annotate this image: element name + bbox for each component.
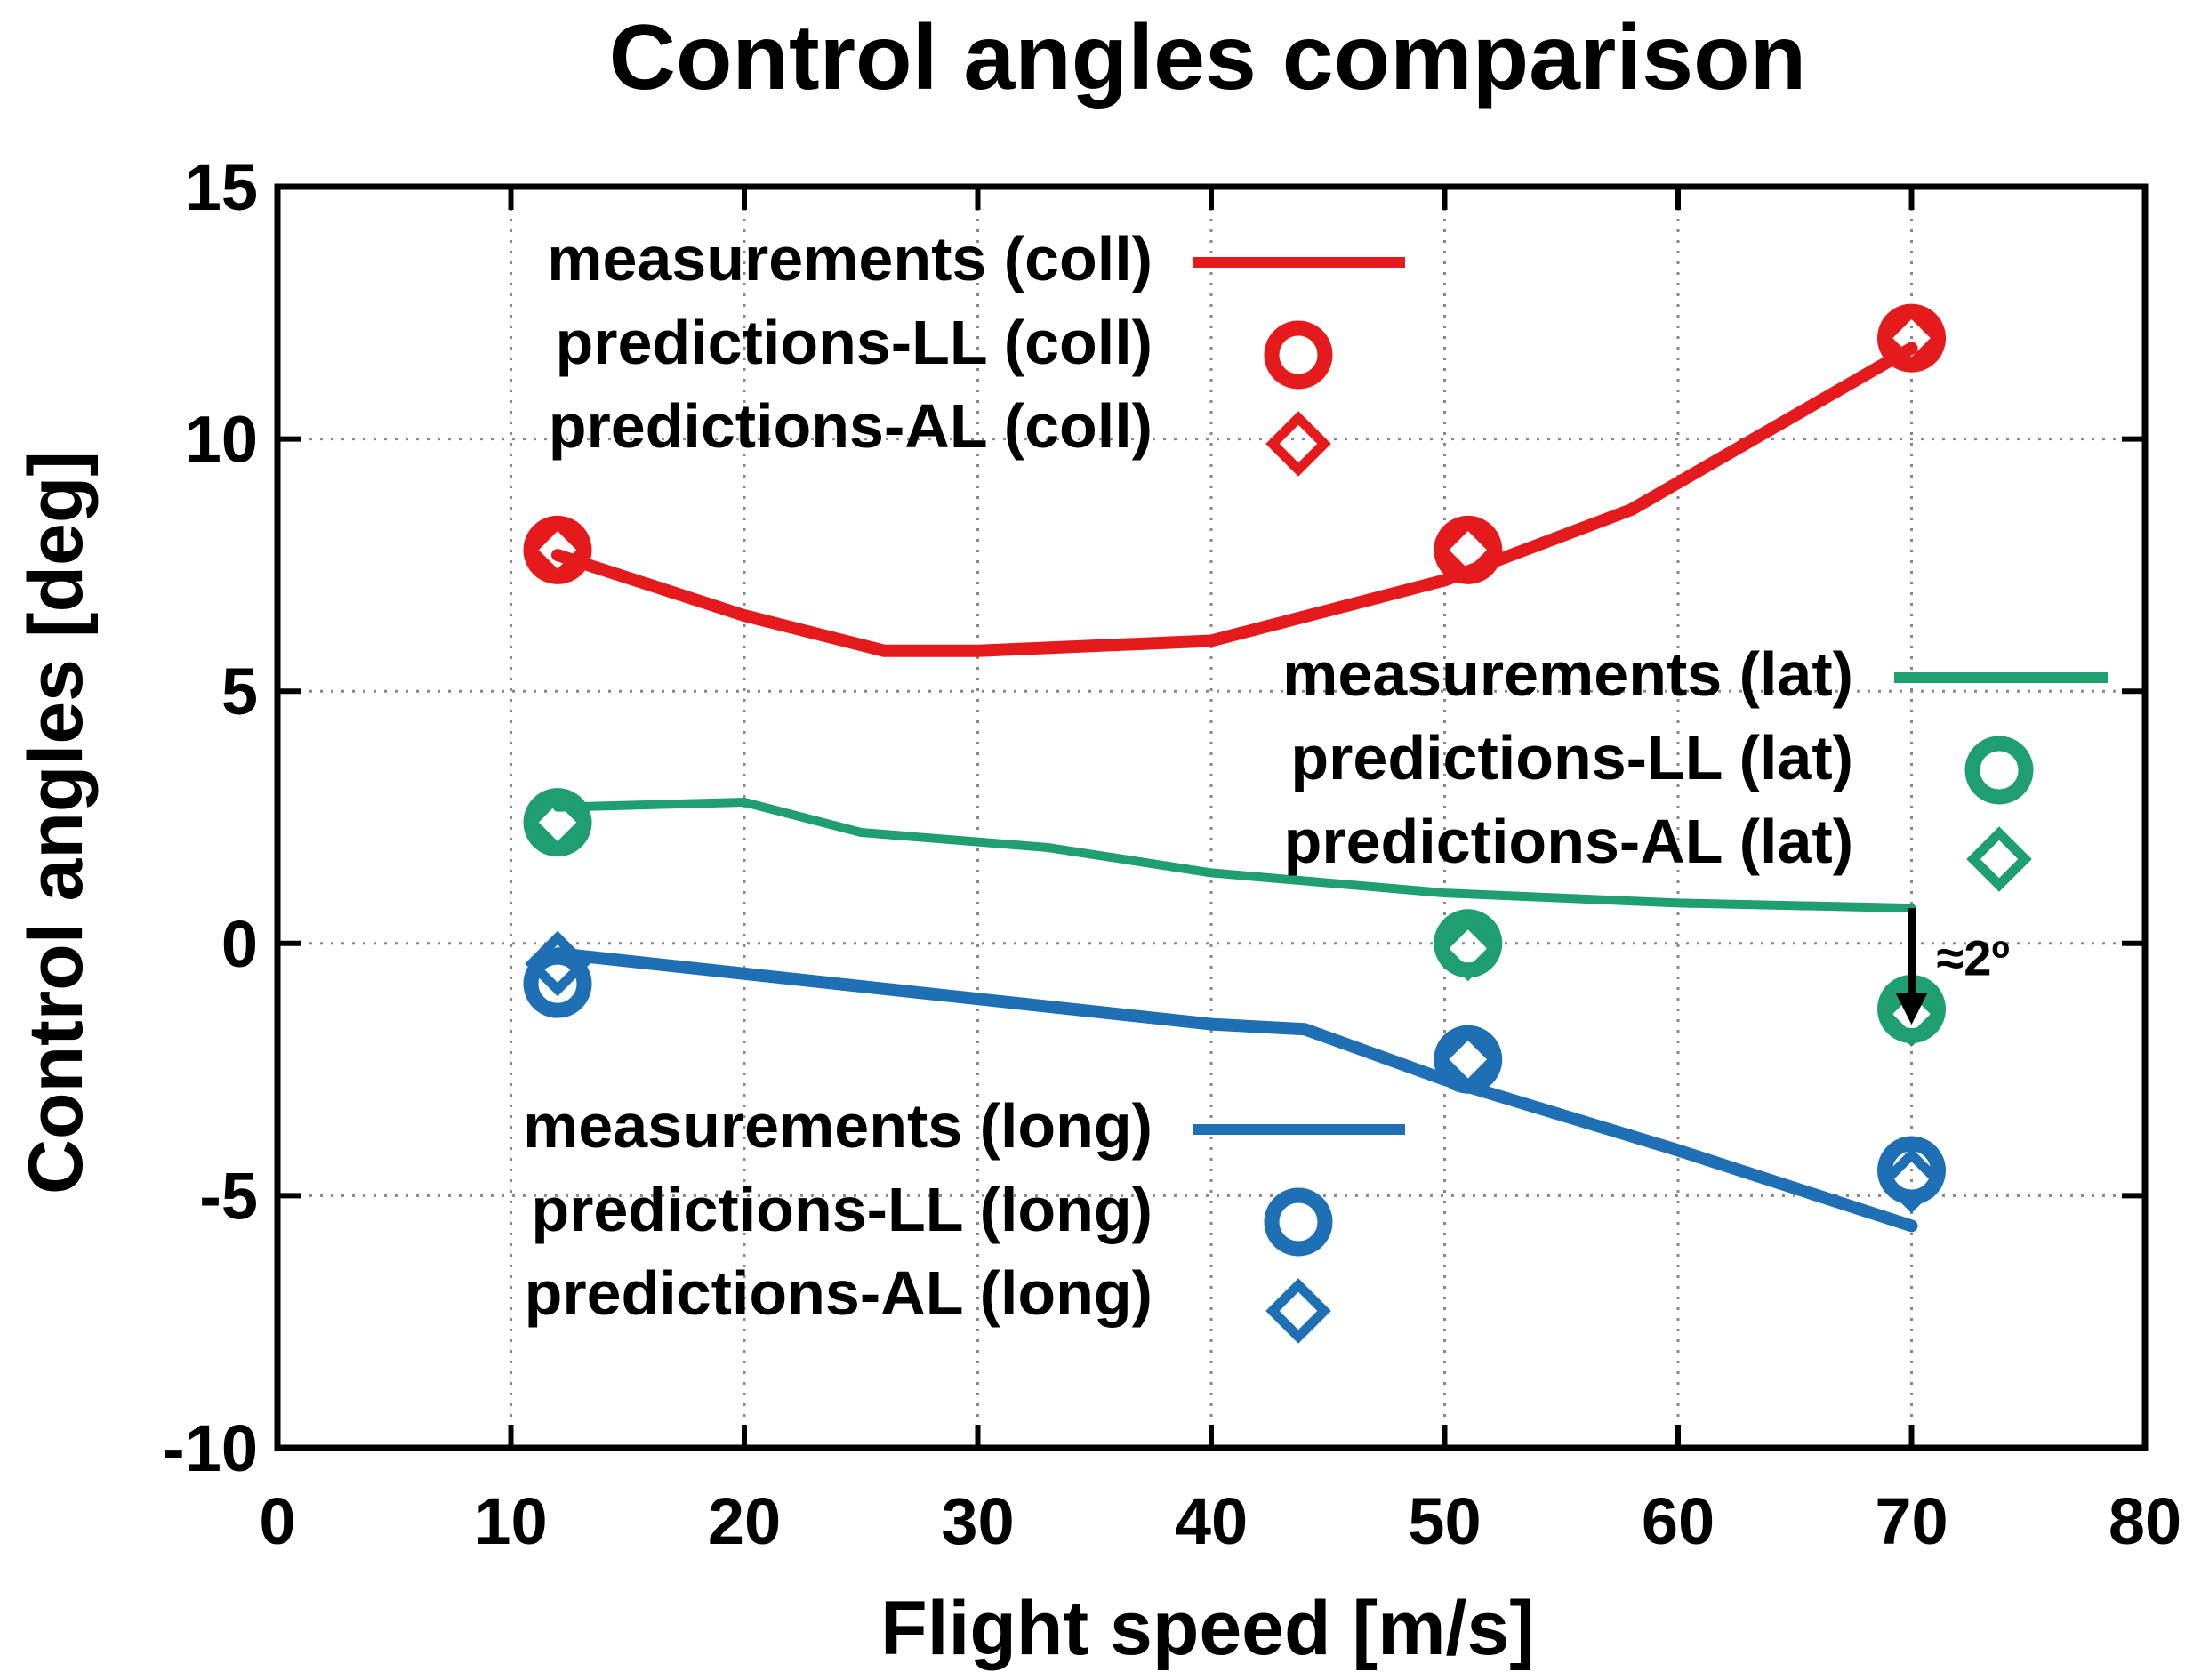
series-coll <box>523 303 1946 657</box>
chart-title: Control angles comparison <box>609 6 1806 109</box>
legend: measurements (coll) predictions-LL (coll)… <box>523 224 2108 1344</box>
x-tick-label: 20 <box>708 1484 781 1558</box>
x-tick-label: 0 <box>259 1484 295 1558</box>
prediction-al-point-long <box>1434 1026 1501 1093</box>
legend-label: predictions-AL (lat) <box>1284 807 1853 876</box>
legend-diamond-swatch <box>1265 411 1331 477</box>
legend-lat: measurements (lat) predictions-LL (lat) pr… <box>1282 639 2108 892</box>
prediction-ll-point-long <box>1877 1136 1946 1205</box>
y-tick-label: 5 <box>221 655 258 728</box>
x-tick-label: 80 <box>2109 1484 2181 1558</box>
data-series <box>523 303 1946 1233</box>
legend-label: predictions-LL (coll) <box>556 308 1153 377</box>
y-tick-label: 10 <box>185 403 258 477</box>
y-tick-label: 0 <box>221 907 258 981</box>
series-long <box>523 930 1946 1233</box>
prediction-al-point-lat <box>1434 915 1501 982</box>
legend-label: measurements (long) <box>523 1091 1153 1161</box>
legend-diamond-swatch <box>1966 826 2032 892</box>
measurement-line-lat <box>553 798 1916 913</box>
legend-coll: measurements (coll) predictions-LL (coll)… <box>547 224 1405 477</box>
series-lat <box>523 788 1946 1047</box>
x-tick-label: 30 <box>941 1484 1014 1558</box>
grid <box>277 187 2145 1448</box>
x-tick-label: 50 <box>1408 1484 1481 1558</box>
annotations: ≈2º <box>1895 908 2010 1025</box>
x-tick-label: 70 <box>1875 1484 1948 1558</box>
x-axis-label: Flight speed [m/s] <box>880 1586 1535 1671</box>
prediction-ll-point-long <box>1434 1025 1503 1094</box>
y-tick-label: -5 <box>199 1159 258 1233</box>
legend-diamond-swatch <box>1265 1278 1331 1344</box>
legend-label: measurements (coll) <box>547 224 1153 293</box>
y-tick-label: -10 <box>163 1411 258 1485</box>
prediction-al-point-coll <box>1434 517 1501 583</box>
plot-frame <box>274 183 2149 1451</box>
axis-ticks: 0 10 20 30 40 50 60 70 80 -10 -5 0 5 10 15 <box>163 150 2181 1558</box>
x-tick-label: 60 <box>1642 1484 1715 1558</box>
legend-label: predictions-AL (coll) <box>549 391 1153 461</box>
y-axis-label: Control angles [deg] <box>13 451 99 1194</box>
legend-label: measurements (lat) <box>1282 639 1853 709</box>
measurement-line-long <box>551 947 1918 1233</box>
annotation-label: ≈2º <box>1937 930 2010 986</box>
prediction-al-point-lat <box>1878 981 1945 1047</box>
legend-long: measurements (long) predictions-LL (long)… <box>523 1091 1405 1344</box>
legend-circle-swatch <box>1964 736 2034 805</box>
legend-circle-swatch <box>1264 1187 1333 1257</box>
prediction-al-point-long <box>525 930 590 997</box>
legend-label: predictions-LL (lat) <box>1290 723 1853 792</box>
legend-circle-swatch <box>1264 320 1333 390</box>
prediction-al-point-lat <box>525 789 590 856</box>
x-tick-label: 10 <box>474 1484 547 1558</box>
prediction-al-point-coll <box>525 517 590 583</box>
prediction-ll-point-long <box>523 949 592 1018</box>
x-tick-label: 40 <box>1175 1484 1248 1558</box>
legend-label: predictions-LL (long) <box>531 1175 1153 1244</box>
measurement-line-coll <box>551 342 1918 657</box>
prediction-al-point-coll <box>1878 305 1945 371</box>
prediction-al-point-long <box>1878 1147 1945 1214</box>
y-tick-label: 15 <box>185 150 258 224</box>
legend-label: predictions-AL (long) <box>525 1258 1153 1328</box>
